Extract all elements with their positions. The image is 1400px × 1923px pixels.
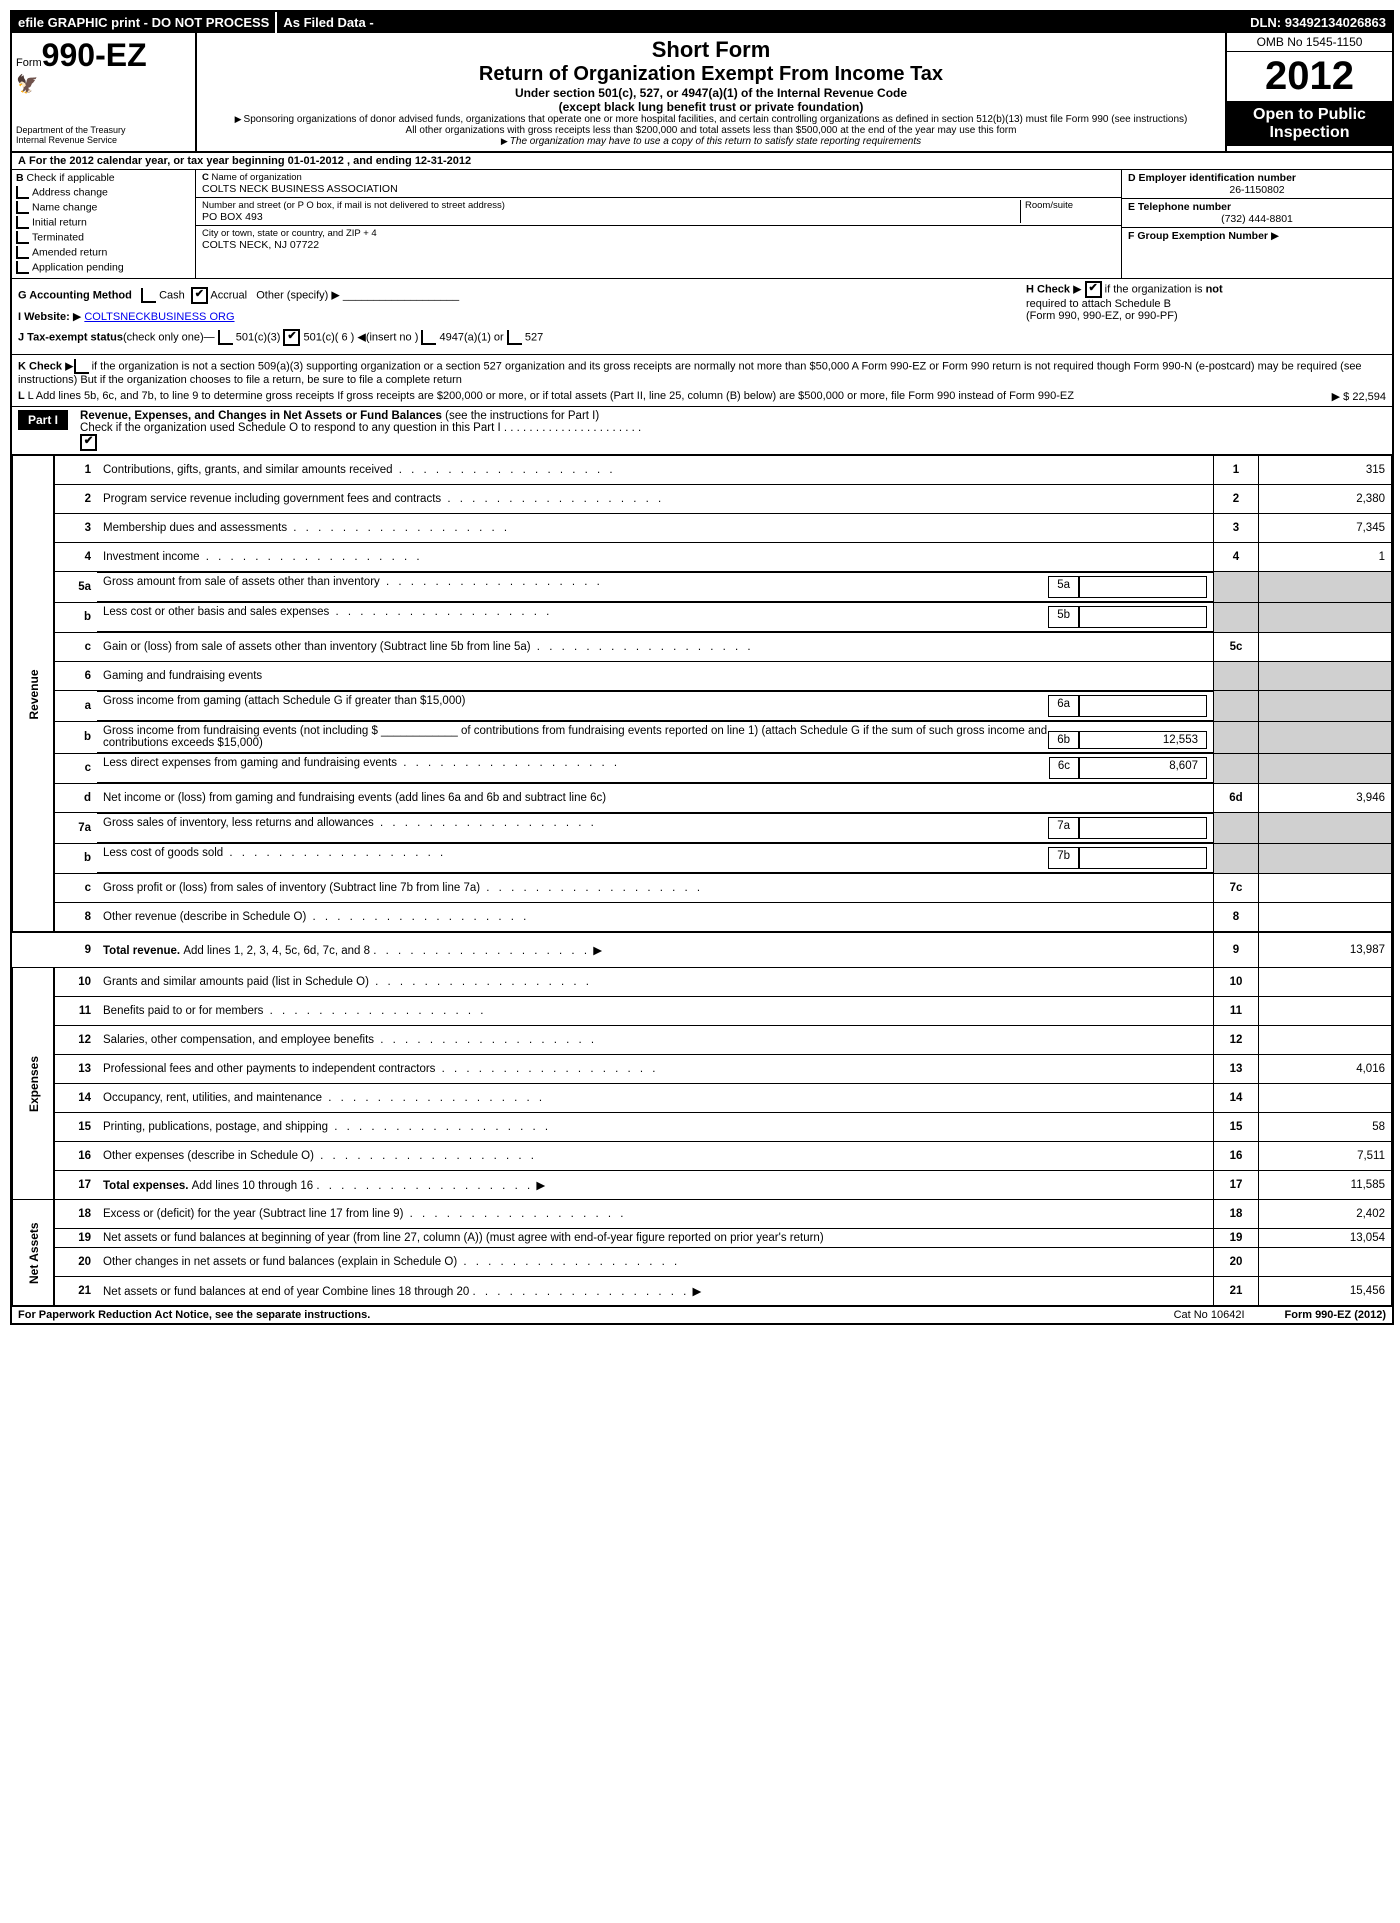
line-1-value: 315 — [1259, 456, 1392, 485]
tax-year: 2012 — [1227, 52, 1392, 102]
top-bar: efile GRAPHIC print - DO NOT PROCESS As … — [12, 12, 1392, 33]
col-def: D Employer identification number 26-1150… — [1122, 170, 1392, 278]
cat-no: Cat No 10642I — [1174, 1309, 1245, 1321]
form-note-3: The organization may have to use a copy … — [205, 136, 1217, 147]
paperwork-notice: For Paperwork Reduction Act Notice, see … — [18, 1309, 370, 1321]
part-badge: Part I — [18, 410, 68, 430]
line-8-value — [1259, 903, 1392, 933]
line-5c-value — [1259, 633, 1392, 662]
form-number: Form990-EZ — [16, 37, 191, 74]
col-b: B Check if applicable Address change Nam… — [12, 170, 196, 278]
chk-527[interactable] — [507, 330, 522, 345]
line-7c-value — [1259, 874, 1392, 903]
chk-application-pending[interactable]: Application pending — [16, 261, 191, 274]
form-subtitle-2: (except black lung benefit trust or priv… — [205, 100, 1217, 114]
short-form-label: Short Form — [205, 37, 1217, 63]
line-g: G Accounting Method Cash Accrual Other (… — [18, 287, 1016, 304]
line-3-value: 7,345 — [1259, 514, 1392, 543]
org-name: COLTS NECK BUSINESS ASSOCIATION — [202, 183, 1115, 195]
form-title: Return of Organization Exempt From Incom… — [205, 63, 1217, 86]
form-note-2: All other organizations with gross recei… — [205, 125, 1217, 136]
dln: DLN: 93492134026863 — [1244, 12, 1392, 33]
line-15-value: 58 — [1259, 1113, 1392, 1142]
chk-name-change[interactable]: Name change — [16, 201, 191, 214]
header-left: Form990-EZ 🦅 Department of the Treasury … — [12, 33, 197, 151]
line-9-value: 13,987 — [1259, 932, 1392, 968]
line-13-value: 4,016 — [1259, 1055, 1392, 1084]
chk-terminated[interactable]: Terminated — [16, 231, 191, 244]
section-bcdef: B Check if applicable Address change Nam… — [12, 170, 1392, 279]
irs-logo-icon: 🦅 — [16, 74, 191, 95]
line-21-value: 15,456 — [1259, 1277, 1392, 1306]
part-1-header: Part I Revenue, Expenses, and Changes in… — [12, 407, 1392, 455]
line-j: J Tax-exempt status(check only one)— 501… — [18, 329, 1016, 346]
section-kl: K Check ▶ if the organization is not a s… — [12, 355, 1392, 407]
chk-501c[interactable] — [283, 329, 300, 346]
org-city: COLTS NECK, NJ 07722 — [202, 239, 1115, 251]
dept-treasury: Department of the Treasury — [16, 125, 191, 135]
line-h: H Check ▶ if the organization is not req… — [1016, 281, 1386, 352]
expenses-label: Expenses — [13, 968, 55, 1200]
chk-initial-return[interactable]: Initial return — [16, 216, 191, 229]
line-18-value: 2,402 — [1259, 1200, 1392, 1229]
line-l: L L Add lines 5b, 6c, and 7b, to line 9 … — [18, 390, 1386, 402]
form-ref: Form 990-EZ (2012) — [1285, 1309, 1387, 1321]
line-20-value — [1259, 1248, 1392, 1277]
header: Form990-EZ 🦅 Department of the Treasury … — [12, 33, 1392, 153]
line-12-value — [1259, 1026, 1392, 1055]
chk-h[interactable] — [1085, 281, 1102, 298]
gross-receipts: $ 22,594 — [1343, 391, 1386, 403]
efile-notice: efile GRAPHIC print - DO NOT PROCESS — [12, 12, 275, 33]
footer: For Paperwork Reduction Act Notice, see … — [12, 1306, 1392, 1323]
chk-cash[interactable] — [141, 288, 156, 303]
line-10-value — [1259, 968, 1392, 997]
asfiled-label: As Filed Data - — [275, 12, 379, 33]
chk-accrual[interactable] — [191, 287, 208, 304]
open-to-public: Open to PublicInspection — [1227, 102, 1392, 146]
dept-irs: Internal Revenue Service — [16, 135, 191, 145]
chk-amended-return[interactable]: Amended return — [16, 246, 191, 259]
row-a: A For the 2012 calendar year, or tax yea… — [12, 153, 1392, 170]
form-990ez: efile GRAPHIC print - DO NOT PROCESS As … — [10, 10, 1394, 1325]
line-11-value — [1259, 997, 1392, 1026]
chk-k[interactable] — [74, 359, 89, 374]
chk-4947[interactable] — [421, 330, 436, 345]
line-6c-value: 8,607 — [1079, 757, 1207, 779]
col-c: C Name of organization COLTS NECK BUSINE… — [196, 170, 1122, 278]
chk-address-change[interactable]: Address change — [16, 186, 191, 199]
line-i: I Website: ▶ COLTSNECKBUSINESS ORG — [18, 310, 1016, 323]
line-17-value: 11,585 — [1259, 1171, 1392, 1200]
netassets-label: Net Assets — [13, 1200, 55, 1306]
chk-schedule-o[interactable] — [80, 434, 97, 451]
org-address: PO BOX 493 — [202, 211, 1020, 223]
part-title: Revenue, Expenses, and Changes in Net As… — [74, 407, 1392, 454]
website-link[interactable]: COLTSNECKBUSINESS ORG — [84, 311, 234, 323]
line-14-value — [1259, 1084, 1392, 1113]
section-ghij: G Accounting Method Cash Accrual Other (… — [12, 279, 1392, 355]
line-k: K Check ▶ if the organization is not a s… — [18, 359, 1386, 386]
form-note-1: Sponsoring organizations of donor advise… — [205, 114, 1217, 125]
header-right: OMB No 1545-1150 2012 Open to PublicInsp… — [1225, 33, 1392, 151]
line-4-value: 1 — [1259, 543, 1392, 572]
line-6b-value: 12,553 — [1079, 731, 1207, 749]
line-16-value: 7,511 — [1259, 1142, 1392, 1171]
telephone: (732) 444-8801 — [1128, 213, 1386, 225]
revenue-label: Revenue — [13, 456, 55, 933]
line-2-value: 2,380 — [1259, 485, 1392, 514]
line-6d-value: 3,946 — [1259, 784, 1392, 813]
omb-number: OMB No 1545-1150 — [1227, 33, 1392, 52]
main-table: Revenue 1Contributions, gifts, grants, a… — [12, 455, 1392, 1306]
header-mid: Short Form Return of Organization Exempt… — [197, 33, 1225, 151]
ein: 26-1150802 — [1128, 184, 1386, 196]
chk-501c3[interactable] — [218, 330, 233, 345]
line-19-value: 13,054 — [1259, 1229, 1392, 1248]
form-subtitle-1: Under section 501(c), 527, or 4947(a)(1)… — [205, 86, 1217, 100]
